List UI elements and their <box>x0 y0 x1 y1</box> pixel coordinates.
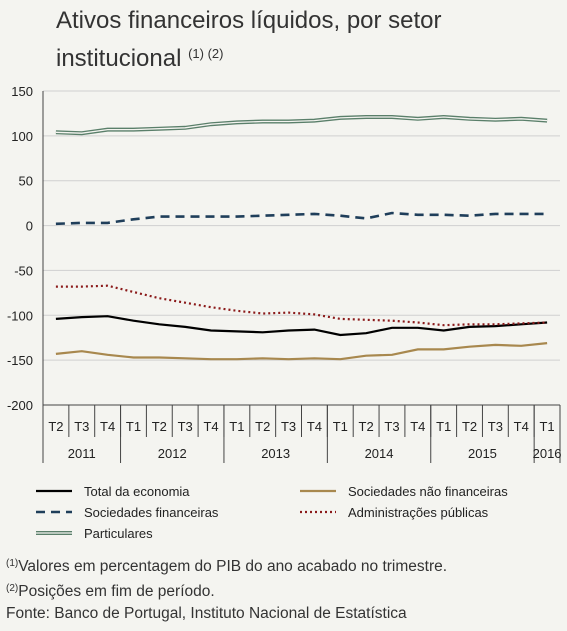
x-tick-label: T4 <box>203 419 218 434</box>
chart-title-note-refs: (1) (2) <box>188 46 224 61</box>
y-tick-label: 150 <box>11 84 33 99</box>
y-tick-label: 0 <box>26 219 33 234</box>
y-tick-label: -150 <box>7 353 33 368</box>
footnote-1-ref: (1) <box>6 558 19 569</box>
footnote-2: (2)Posições em fim de período. <box>6 578 566 603</box>
x-tick-label: T1 <box>126 419 141 434</box>
footnote-1: (1)Valores em percentagem do PIB do ano … <box>6 553 566 578</box>
x-tick-label: T1 <box>229 419 244 434</box>
x-tick-label: T3 <box>281 419 296 434</box>
legend-label: Sociedades não financeiras <box>348 484 508 499</box>
legend-label: Sociedades financeiras <box>84 505 219 520</box>
x-tick-label: T2 <box>255 419 270 434</box>
y-tick-label: 50 <box>19 174 33 189</box>
year-label: 2013 <box>261 446 290 461</box>
legend-label: Total da economia <box>84 484 190 499</box>
x-tick-label: T4 <box>410 419 425 434</box>
year-label: 2011 <box>68 446 96 461</box>
x-tick-label: T3 <box>178 419 193 434</box>
x-tick-label: T2 <box>359 419 374 434</box>
x-tick-label: T2 <box>152 419 167 434</box>
chart-title: Ativos financeiros líquidos, por setor i… <box>56 4 526 75</box>
y-tick-label: 100 <box>11 129 33 144</box>
source-text: Fonte: Banco de Portugal, Instituto Naci… <box>6 605 407 622</box>
x-tick-label: T1 <box>436 419 451 434</box>
x-tick-label: T3 <box>384 419 399 434</box>
x-tick-label: T1 <box>333 419 348 434</box>
year-label: 2014 <box>365 446 394 461</box>
series-line-2 <box>55 342 548 361</box>
x-tick-label: T3 <box>74 419 89 434</box>
x-tick-label: T4 <box>514 419 529 434</box>
x-tick-label: T1 <box>539 419 554 434</box>
series-line-3 <box>55 211 548 226</box>
footnote-2-text: Posições em fim de período. <box>18 583 215 600</box>
y-tick-label: -100 <box>7 308 33 323</box>
x-tick-label: T2 <box>462 419 477 434</box>
x-tick-label: T4 <box>307 419 322 434</box>
line-chart: 150 100 50 0 -50 -100 -150 -200 T2 T3 T4 T1 T2 T3 T4 T1… <box>7 84 562 541</box>
year-label: 2012 <box>158 446 187 461</box>
chart-title-text: Ativos financeiros líquidos, por setor i… <box>56 7 442 72</box>
series-line-5-inner <box>55 116 548 134</box>
footnotes: (1)Valores em percentagem do PIB do ano … <box>6 553 566 625</box>
legend-label: Administrações públicas <box>348 505 489 520</box>
legend-label: Particulares <box>84 526 153 541</box>
y-tick-label: -50 <box>14 263 33 278</box>
x-tick-label: T4 <box>100 419 115 434</box>
footnote-2-ref: (2) <box>6 583 19 594</box>
x-tick-label: T3 <box>488 419 503 434</box>
footnote-1-text: Valores em percentagem do PIB do ano aca… <box>18 558 448 575</box>
y-tick-label: -200 <box>7 398 33 413</box>
series-line-1 <box>55 315 548 337</box>
year-label: 2016 <box>533 446 562 461</box>
x-tick-label: T2 <box>48 419 63 434</box>
year-label: 2015 <box>468 446 497 461</box>
